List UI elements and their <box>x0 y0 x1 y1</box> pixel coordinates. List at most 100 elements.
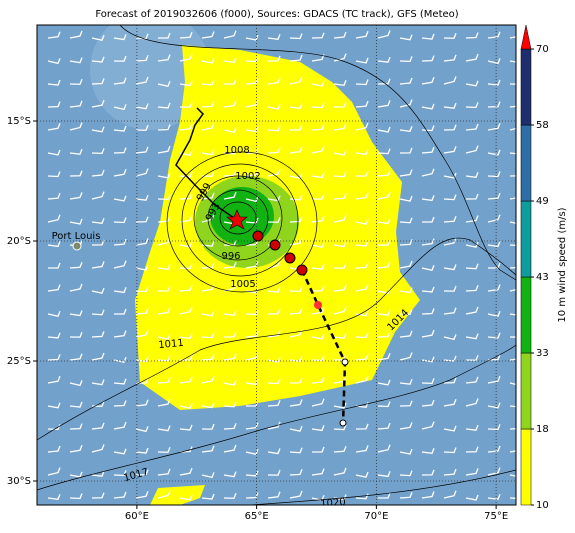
colorbar-tick-label: 58 <box>536 120 549 131</box>
barb <box>355 375 369 384</box>
barb <box>157 54 171 62</box>
barb <box>245 56 259 63</box>
barb <box>509 474 516 477</box>
barb <box>91 261 105 269</box>
barb <box>201 284 215 292</box>
barb <box>311 398 325 407</box>
barb <box>91 169 105 177</box>
barb <box>509 313 516 316</box>
barb <box>509 105 516 108</box>
barb <box>355 79 369 86</box>
barb <box>267 378 281 385</box>
barb <box>267 308 281 315</box>
barb <box>245 196 259 203</box>
barb <box>443 54 457 62</box>
colorbar-tick-label: 18 <box>536 424 549 435</box>
barb <box>355 100 369 108</box>
barb <box>223 100 237 108</box>
barb <box>157 468 171 476</box>
barb <box>289 377 303 384</box>
barb <box>333 241 347 248</box>
barb <box>223 471 237 478</box>
barb <box>289 469 303 476</box>
barb <box>157 102 171 109</box>
barb <box>223 170 237 177</box>
barb <box>421 491 435 499</box>
barb <box>201 332 215 339</box>
barb <box>312 446 325 453</box>
barb <box>179 403 193 410</box>
colorbar-tick-label: 43 <box>536 272 549 283</box>
barb <box>487 332 501 339</box>
barb <box>311 376 325 384</box>
barb <box>113 470 127 477</box>
barb <box>465 398 479 407</box>
barb <box>179 241 193 248</box>
barb <box>421 421 435 430</box>
barb <box>399 56 413 63</box>
barb <box>135 146 149 154</box>
barb <box>201 101 215 108</box>
barb <box>69 170 83 177</box>
barb <box>509 336 516 338</box>
barb <box>377 444 391 453</box>
barb <box>267 491 281 499</box>
barb <box>487 402 501 409</box>
barb <box>69 57 83 64</box>
barb <box>47 311 61 318</box>
barb <box>113 238 127 246</box>
barb <box>223 444 237 453</box>
barb <box>378 492 391 499</box>
barb <box>91 331 105 338</box>
barb <box>333 171 347 178</box>
barb <box>465 32 479 39</box>
barb <box>223 30 237 39</box>
barb <box>47 402 61 409</box>
track <box>175 107 349 427</box>
barb <box>487 149 501 156</box>
barb <box>487 354 501 361</box>
barb <box>113 195 127 202</box>
barb <box>157 215 171 223</box>
barb <box>69 310 83 317</box>
barb <box>135 125 149 131</box>
barb <box>47 149 61 156</box>
isobar-label: 1002 <box>235 171 260 182</box>
barb <box>267 421 281 430</box>
barb <box>509 127 516 131</box>
barb <box>487 284 501 292</box>
barb <box>377 100 391 108</box>
isobar-label: 1020 <box>320 497 346 510</box>
barb <box>443 490 457 499</box>
island <box>72 241 82 251</box>
barb <box>157 145 171 154</box>
barb <box>377 379 391 386</box>
barb <box>487 445 501 453</box>
barb <box>355 332 369 339</box>
barb <box>69 401 83 408</box>
y-tick-label: 25°S <box>7 356 31 367</box>
barb <box>135 491 149 499</box>
barb <box>69 331 83 338</box>
barb <box>487 101 501 108</box>
barb <box>179 306 193 315</box>
barb <box>47 241 61 248</box>
barb <box>311 32 325 39</box>
barb <box>421 77 435 85</box>
barb <box>179 446 193 453</box>
barb <box>179 467 193 476</box>
barb <box>421 286 435 293</box>
barb <box>465 263 479 270</box>
barb <box>179 101 193 108</box>
barb <box>422 216 435 223</box>
barb <box>289 33 303 40</box>
barb <box>113 34 127 41</box>
map-frame <box>36 24 517 506</box>
barb <box>157 355 171 362</box>
barb <box>91 379 105 386</box>
barb <box>223 57 237 64</box>
barb <box>201 192 215 200</box>
barb <box>399 378 413 385</box>
barb <box>311 242 325 249</box>
